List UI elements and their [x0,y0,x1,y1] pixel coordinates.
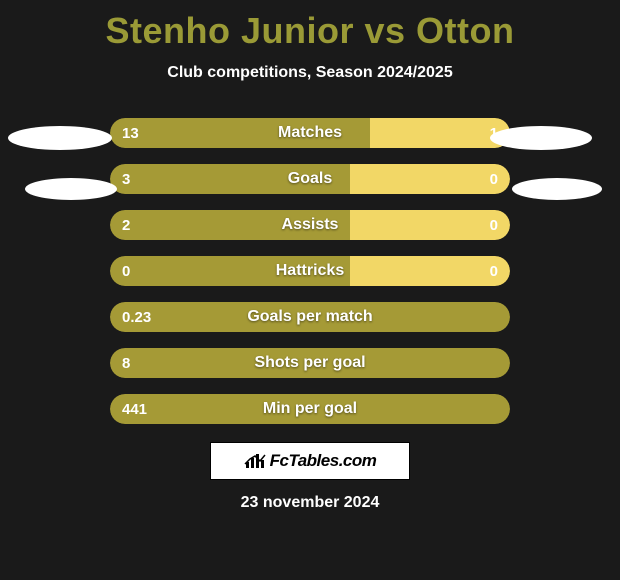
stat-label: Shots per goal [110,348,510,378]
stat-value-right: 0 [490,256,498,286]
decorative-ellipse [8,126,112,150]
subtitle: Club competitions, Season 2024/2025 [0,64,620,82]
stat-value-right: 0 [490,210,498,240]
stat-row: Goals3 0 [110,164,510,194]
stat-value-left: 2 [122,210,130,240]
stat-row: Matches13 1 [110,118,510,148]
date-text: 23 november 2024 [0,494,620,512]
stat-label: Hattricks [110,256,510,286]
comparison-bars: Matches131Goals30Assists20Hattricks00Goa… [0,118,620,424]
stat-label: Assists [110,210,510,240]
vs-text: vs [364,10,405,51]
stat-label: Min per goal [110,394,510,424]
stat-row: Goals per match0.23 [110,302,510,332]
stat-value-left: 441 [122,394,147,424]
player-right-name: Otton [416,10,514,51]
logo-box: FcTables.com [210,442,410,480]
stat-label: Goals per match [110,302,510,332]
page-title: Stenho Junior vs Otton [0,0,620,52]
stat-value-left: 13 [122,118,139,148]
chart-icon [244,452,266,470]
stat-row: Shots per goal8 [110,348,510,378]
stat-label: Goals [110,164,510,194]
decorative-ellipse [512,178,602,200]
stat-row: Hattricks0 0 [110,256,510,286]
stat-row: Assists2 0 [110,210,510,240]
stat-row: Min per goal441 [110,394,510,424]
stat-label: Matches [110,118,510,148]
stat-value-left: 0 [122,256,130,286]
stat-value-left: 3 [122,164,130,194]
decorative-ellipse [25,178,117,200]
stat-value-right: 1 [490,118,498,148]
player-left-name: Stenho Junior [105,10,354,51]
stat-value-left: 0.23 [122,302,151,332]
stat-value-left: 8 [122,348,130,378]
stat-value-right: 0 [490,164,498,194]
logo-text: FcTables.com [270,451,377,471]
